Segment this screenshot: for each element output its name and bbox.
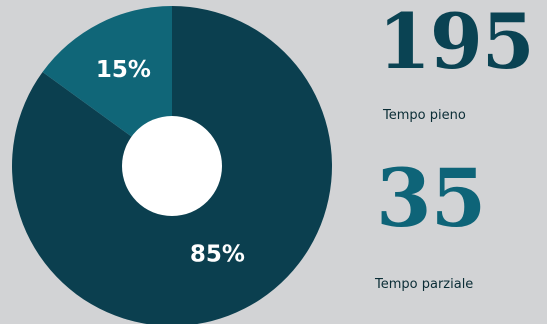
slice-label-tempo-pieno: 85% bbox=[190, 242, 245, 268]
stat-label-tempo-pieno: Tempo pieno bbox=[383, 108, 466, 123]
donut-hole bbox=[122, 116, 222, 216]
donut-slice-tempo-parziale bbox=[42, 6, 172, 166]
stat-number-tempo-parziale: 35 bbox=[376, 151, 486, 245]
stat-number-tempo-pieno: 195 bbox=[378, 0, 535, 86]
stat-label-tempo-parziale: Tempo parziale bbox=[375, 277, 474, 292]
donut-chart: 85% 15% bbox=[12, 6, 332, 324]
slice-label-tempo-parziale: 15% bbox=[96, 57, 151, 83]
